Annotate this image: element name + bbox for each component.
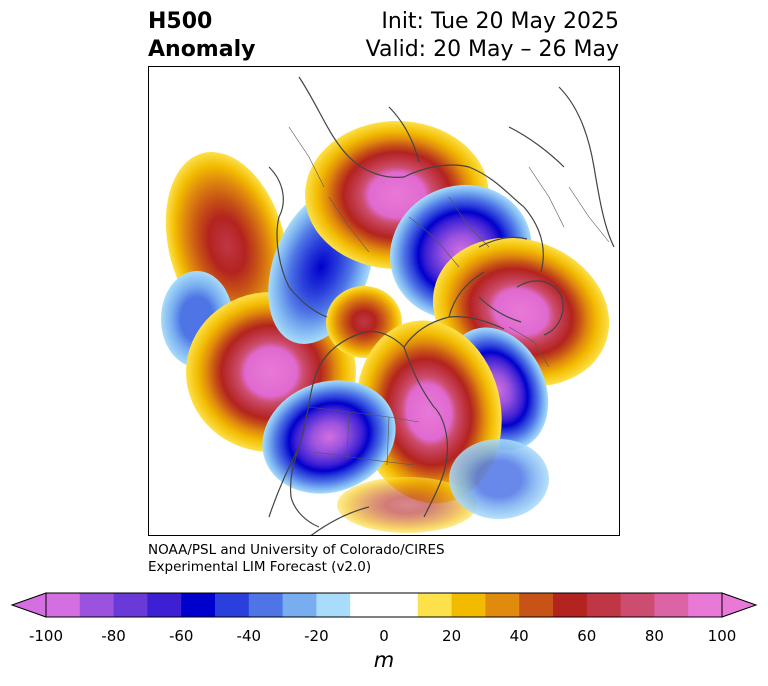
colorbar-bin — [384, 593, 419, 617]
colorbar-tick-label: 60 — [577, 627, 597, 645]
init-date: Init: Tue 20 May 2025 — [381, 9, 619, 34]
map-title: H500 Anomaly — [148, 8, 255, 64]
anomaly-map-svg — [161, 76, 615, 535]
political-borders — [288, 126, 610, 466]
colorbar-tick-labels: -100 -80 -60 -40 -20 0 20 40 60 80 100 — [0, 627, 768, 647]
colorbar — [10, 592, 758, 618]
colorbar-bin — [79, 593, 115, 617]
colorbar-bin — [688, 593, 723, 617]
colorbar-bin — [316, 593, 351, 617]
map-dates: Init: Tue 20 May 2025 Valid: 20 May – 26… — [366, 8, 619, 64]
colorbar-outline — [45, 592, 723, 618]
anomaly-map — [148, 66, 620, 536]
valid-range: Valid: 20 May – 26 May — [365, 37, 619, 62]
colorbar-bin — [181, 593, 216, 617]
colorbar-bin — [282, 593, 317, 617]
coastlines — [268, 76, 615, 535]
colorbar-bin — [654, 593, 689, 617]
colorbar-tick-label: -80 — [101, 627, 126, 645]
colorbar-bin — [519, 593, 554, 617]
colorbar-bin — [46, 593, 81, 617]
colorbar-bin — [451, 593, 486, 617]
colorbar-bin — [620, 593, 655, 617]
colorbar-tick-label: 80 — [644, 627, 664, 645]
anomaly-fields — [161, 121, 610, 533]
colorbar-bin — [215, 593, 250, 617]
attribution-line2: Experimental LIM Forecast (v2.0) — [148, 559, 372, 575]
colorbar-right-arrow — [721, 592, 758, 618]
colorbar-bins — [46, 593, 723, 617]
colorbar-bin — [553, 593, 588, 617]
trough-north-atlantic — [449, 439, 549, 519]
ridge-southeast-us — [337, 477, 477, 533]
colorbar-bin — [113, 593, 148, 617]
colorbar-tick-label: 100 — [707, 627, 737, 645]
colorbar-bin — [485, 593, 520, 617]
colorbar-tick-label: -20 — [304, 627, 329, 645]
attribution-line1: NOAA/PSL and University of Colorado/CIRE… — [148, 542, 445, 558]
title-anomaly: Anomaly — [148, 37, 256, 62]
colorbar-bin — [147, 593, 182, 617]
colorbar-tick-label: -40 — [236, 627, 262, 645]
colorbar-bin — [586, 593, 622, 617]
colorbar-left-arrow — [10, 592, 47, 618]
colorbar-tick-label: 0 — [379, 627, 389, 645]
colorbar-bin — [350, 593, 385, 617]
colorbar-bin — [248, 593, 284, 617]
colorbar-tick-label: -100 — [28, 627, 64, 645]
title-variable: H500 — [148, 9, 213, 34]
attribution: NOAA/PSL and University of Colorado/CIRE… — [148, 542, 445, 576]
colorbar-unit: m — [373, 648, 395, 672]
colorbar-tick-label: 20 — [442, 627, 462, 645]
colorbar-bin — [417, 593, 453, 617]
trough-western-us — [262, 380, 396, 494]
colorbar-tick-label: -60 — [168, 627, 194, 645]
colorbar-tick-label: 40 — [509, 627, 529, 645]
